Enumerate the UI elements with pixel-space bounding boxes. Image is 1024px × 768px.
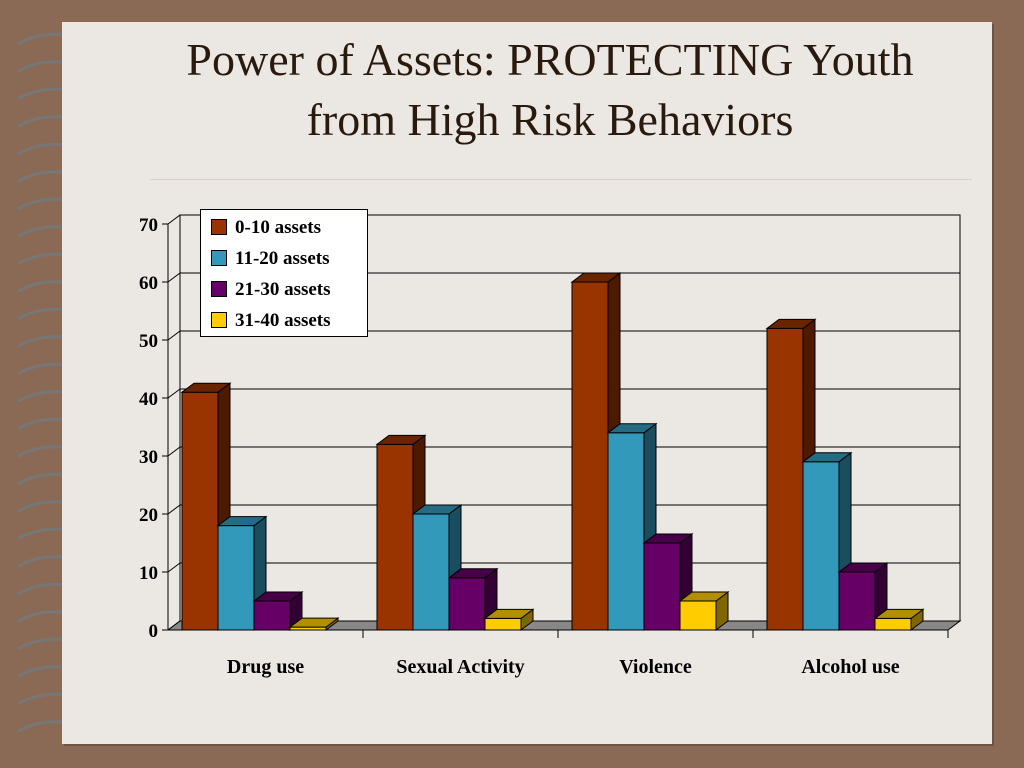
bar-21-30-assets-drug-use: [252, 591, 304, 631]
y-tick-label: 0: [149, 621, 159, 642]
title-line-1: Power of Assets: PROTECTING Youth: [186, 34, 914, 85]
y-tick-label: 30: [139, 447, 158, 468]
bar-21-30-assets-sexual-activity: [447, 567, 499, 631]
x-category-label: Drug use: [227, 656, 304, 678]
legend-swatch-21-30: [211, 281, 227, 298]
title-divider: [150, 179, 972, 180]
chart-legend: 0-10 assets 11-20 assets 21-30 assets 31…: [200, 209, 368, 337]
legend-swatch-31-40: [211, 312, 227, 329]
legend-label: 11-20 assets: [235, 248, 330, 269]
gridline-side: [167, 446, 181, 457]
legend-label: 31-40 assets: [235, 310, 331, 331]
legend-label: 21-30 assets: [235, 279, 331, 300]
y-tick-label: 60: [139, 273, 158, 294]
y-tick-label: 10: [139, 563, 158, 584]
legend-label: 0-10 assets: [235, 217, 322, 238]
legend-item-21-30: 21-30 assets: [211, 278, 331, 302]
bar-31-40-assets-drug-use: [288, 617, 340, 631]
legend-swatch-0-10: [211, 219, 227, 236]
gridline-side: [167, 272, 181, 283]
gridline-side: [167, 562, 181, 573]
legend-item-11-20: 11-20 assets: [211, 247, 329, 271]
y-tick-label: 20: [139, 505, 158, 526]
bar-31-40-assets-alcohol-use: [873, 608, 925, 631]
gridline-side: [167, 388, 181, 399]
slide-title: Power of Assets: PROTECTING Youth from H…: [80, 30, 1020, 150]
legend-swatch-11-20: [211, 250, 227, 267]
gridline-side: [167, 504, 181, 515]
legend-item-31-40: 31-40 assets: [211, 309, 331, 333]
bar-31-40-assets-violence: [678, 591, 730, 631]
legend-item-0-10: 0-10 assets: [211, 216, 321, 240]
bar-31-40-assets-sexual-activity: [483, 608, 535, 631]
gridline-side: [167, 214, 181, 225]
y-tick-label: 40: [139, 389, 158, 410]
gridline-side: [167, 330, 181, 341]
x-category-label: Alcohol use: [801, 656, 899, 678]
title-line-2: from High Risk Behaviors: [306, 94, 794, 145]
x-category-label: Violence: [619, 656, 692, 678]
bar-11-20-assets-alcohol-use: [801, 451, 853, 631]
y-tick-label: 50: [139, 331, 158, 352]
bar-11-20-assets-sexual-activity: [411, 504, 463, 631]
y-tick-label: 70: [139, 215, 158, 236]
bar-21-30-assets-violence: [642, 533, 694, 631]
x-category-label: Sexual Activity: [396, 656, 524, 678]
bar-11-20-assets-drug-use: [216, 515, 268, 631]
